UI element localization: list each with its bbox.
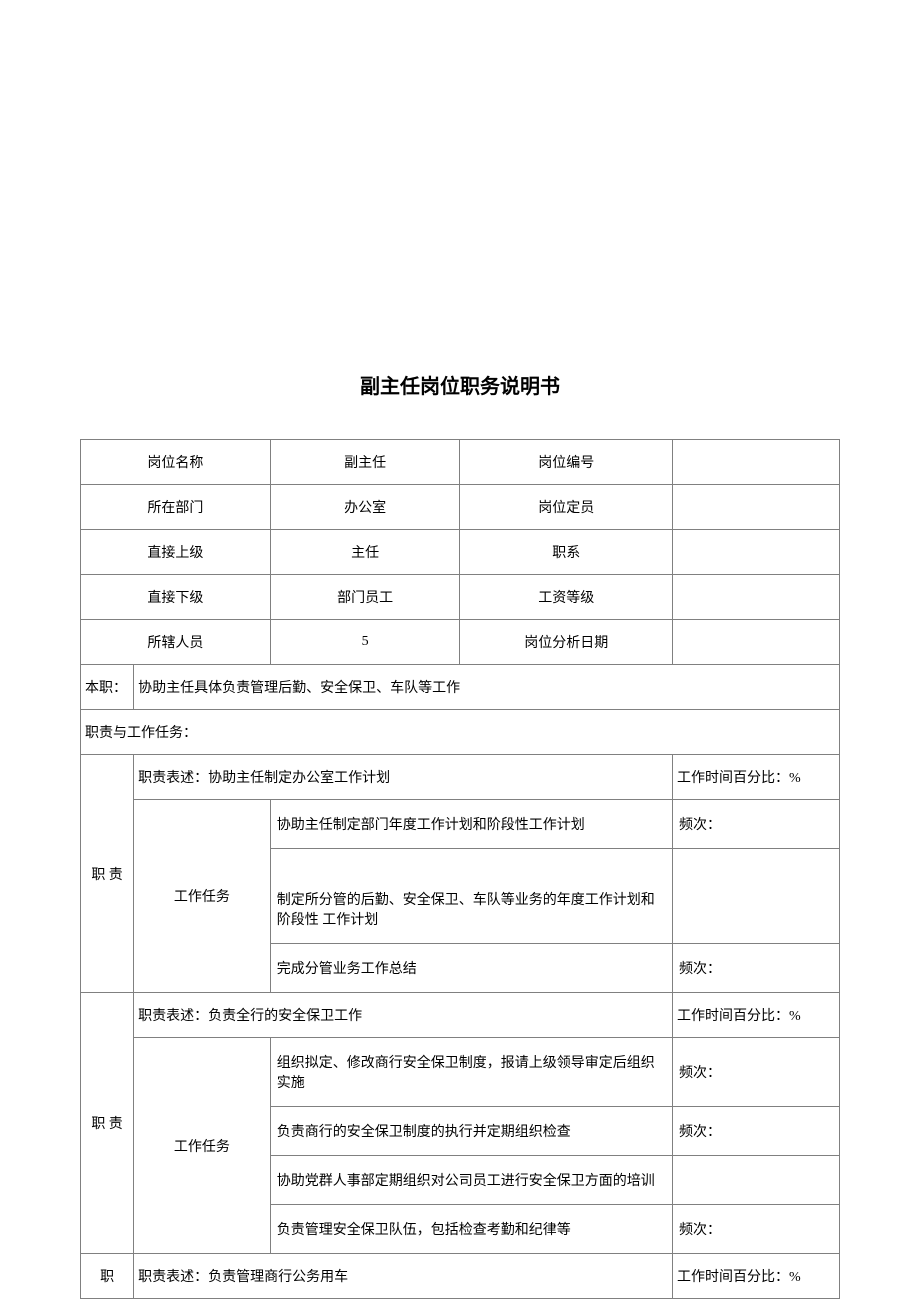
job-description-table: 岗位名称 副主任 岗位编号 所在部门 办公室 岗位定员 直接上级 主任 职系 直… bbox=[80, 439, 840, 1299]
task-freq-0-1 bbox=[673, 849, 840, 944]
hdr-supervisor-value: 主任 bbox=[270, 530, 460, 575]
hdr-paygrade-value bbox=[673, 575, 840, 620]
task-freq-1-0: 频次： bbox=[673, 1038, 840, 1107]
resp-desc-2: 职责表述：负责管理商行公务用车 bbox=[134, 1254, 673, 1299]
hdr-subordinate-label: 直接下级 bbox=[81, 575, 271, 620]
task-text-1-0: 组织拟定、修改商行安全保卫制度，报请上级领导审定后组织实施 bbox=[270, 1038, 672, 1107]
resp-label-2: 职 bbox=[81, 1254, 134, 1299]
task-text-0-1: 制定所分管的后勤、安全保卫、车队等业务的年度工作计划和阶段性 工作计划 bbox=[270, 849, 672, 944]
hdr-dept-value: 办公室 bbox=[270, 485, 460, 530]
hdr-position-code-value bbox=[673, 440, 840, 485]
main-duty-label: 本职： bbox=[81, 665, 134, 710]
hdr-staff-label: 所辖人员 bbox=[81, 620, 271, 665]
hdr-dept-label: 所在部门 bbox=[81, 485, 271, 530]
hdr-jobfamily-value bbox=[673, 530, 840, 575]
hdr-analysis-date-label: 岗位分析日期 bbox=[460, 620, 673, 665]
hdr-supervisor-label: 直接上级 bbox=[81, 530, 271, 575]
hdr-headcount-value bbox=[673, 485, 840, 530]
resp-pct-0: 工作时间百分比：% bbox=[673, 755, 840, 800]
task-text-0-2: 完成分管业务工作总结 bbox=[270, 944, 672, 993]
responsibilities-section-label: 职责与工作任务： bbox=[81, 710, 840, 755]
hdr-position-name-label: 岗位名称 bbox=[81, 440, 271, 485]
resp-label-0: 职 责 bbox=[81, 755, 134, 993]
task-freq-1-2 bbox=[673, 1156, 840, 1205]
task-label-1: 工作任务 bbox=[134, 1038, 271, 1254]
resp-pct-1: 工作时间百分比：% bbox=[673, 993, 840, 1038]
task-label-0: 工作任务 bbox=[134, 800, 271, 993]
document-title: 副主任岗位职务说明书 bbox=[80, 370, 840, 399]
resp-desc-0: 职责表述：协助主任制定办公室工作计划 bbox=[134, 755, 673, 800]
hdr-analysis-date-value bbox=[673, 620, 840, 665]
task-freq-1-3: 频次： bbox=[673, 1205, 840, 1254]
task-text-0-0: 协助主任制定部门年度工作计划和阶段性工作计划 bbox=[270, 800, 672, 849]
hdr-position-code-label: 岗位编号 bbox=[460, 440, 673, 485]
hdr-position-name-value: 副主任 bbox=[270, 440, 460, 485]
resp-desc-1: 职责表述：负责全行的安全保卫工作 bbox=[134, 993, 673, 1038]
task-freq-0-0: 频次： bbox=[673, 800, 840, 849]
main-duty-text: 协助主任具体负责管理后勤、安全保卫、车队等工作 bbox=[134, 665, 840, 710]
hdr-subordinate-value: 部门员工 bbox=[270, 575, 460, 620]
task-freq-0-2: 频次： bbox=[673, 944, 840, 993]
task-text-1-1: 负责商行的安全保卫制度的执行并定期组织检查 bbox=[270, 1107, 672, 1156]
hdr-jobfamily-label: 职系 bbox=[460, 530, 673, 575]
hdr-headcount-label: 岗位定员 bbox=[460, 485, 673, 530]
resp-pct-2: 工作时间百分比：% bbox=[673, 1254, 840, 1299]
task-text-1-3: 负责管理安全保卫队伍，包括检查考勤和纪律等 bbox=[270, 1205, 672, 1254]
task-freq-1-1: 频次： bbox=[673, 1107, 840, 1156]
task-text-1-2: 协助党群人事部定期组织对公司员工进行安全保卫方面的培训 bbox=[270, 1156, 672, 1205]
hdr-paygrade-label: 工资等级 bbox=[460, 575, 673, 620]
resp-label-1: 职 责 bbox=[81, 993, 134, 1254]
hdr-staff-value: 5 bbox=[270, 620, 460, 665]
